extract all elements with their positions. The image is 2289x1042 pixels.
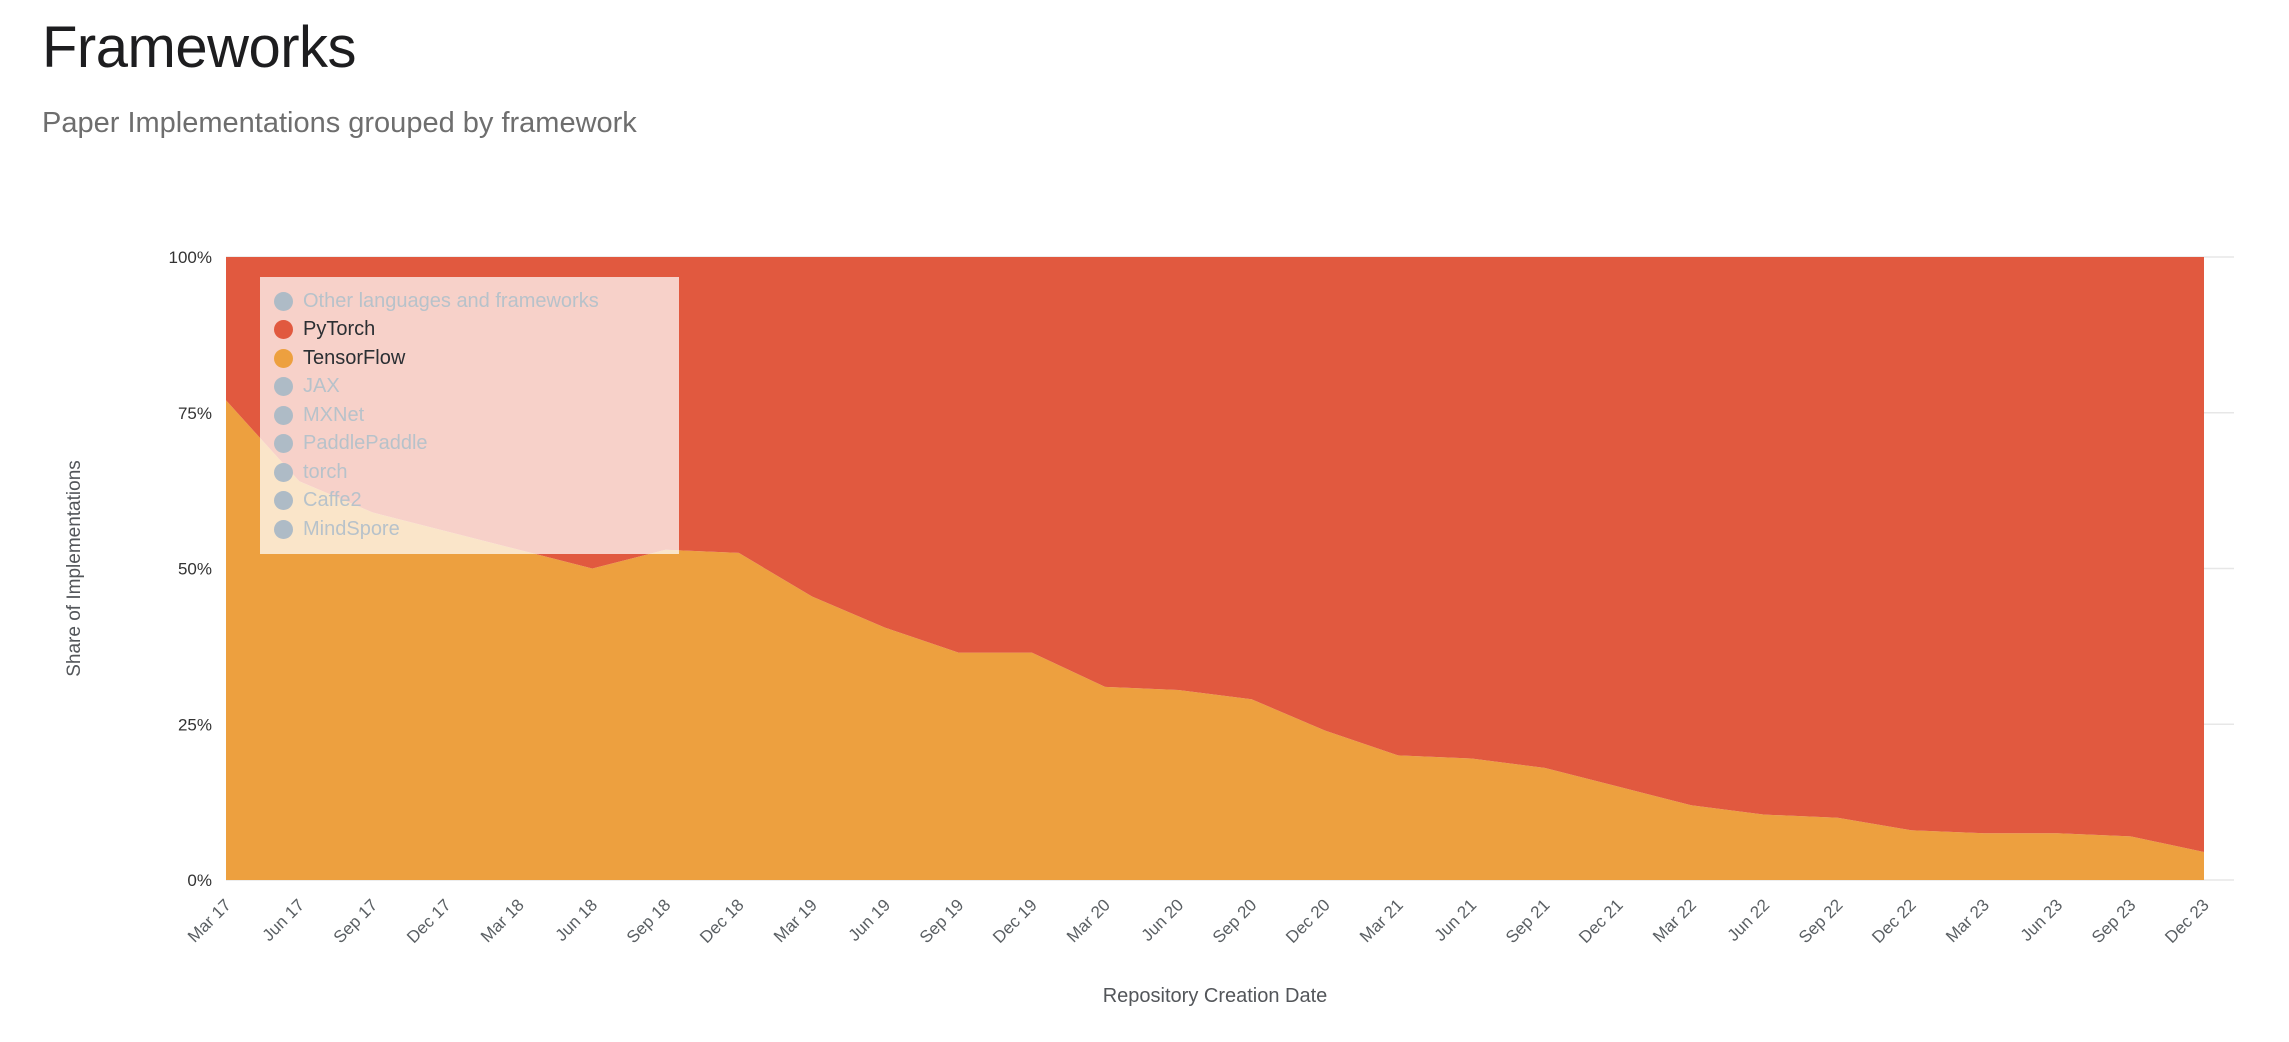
legend-label: torch bbox=[303, 460, 348, 483]
legend-dot-other-languages-and-frameworks bbox=[274, 291, 293, 311]
x-tick-label: Dec 19 bbox=[989, 895, 1041, 947]
legend-dot-tensorflow bbox=[274, 348, 293, 368]
legend-item-mindspore[interactable]: MindSpore bbox=[274, 515, 665, 544]
legend-dot-jax bbox=[274, 377, 293, 397]
x-tick-label: Sep 23 bbox=[2088, 895, 2140, 947]
x-tick-label: Mar 20 bbox=[1063, 895, 1114, 946]
x-tick-label: Sep 22 bbox=[1795, 895, 1847, 947]
legend-item-jax[interactable]: JAX bbox=[274, 373, 665, 402]
x-axis-title: Repository Creation Date bbox=[1103, 985, 1328, 1007]
x-tick-label: Mar 23 bbox=[1942, 895, 1993, 946]
x-tick-label: Dec 22 bbox=[1868, 895, 1920, 947]
y-tick-label: 50% bbox=[178, 560, 212, 579]
legend-item-mxnet[interactable]: MXNet bbox=[274, 401, 665, 430]
x-tick-label: Jun 19 bbox=[845, 895, 895, 945]
legend-label: JAX bbox=[303, 375, 340, 398]
y-axis-title: Share of Implementations bbox=[64, 460, 85, 677]
legend-item-torch[interactable]: torch bbox=[274, 458, 665, 487]
legend-label: Other languages and frameworks bbox=[303, 289, 599, 312]
x-tick-label: Jun 22 bbox=[1724, 895, 1774, 945]
legend-label: MXNet bbox=[303, 403, 365, 426]
x-tick-label: Sep 18 bbox=[623, 895, 675, 947]
x-tick-label: Dec 17 bbox=[403, 895, 455, 947]
x-tick-label: Sep 17 bbox=[330, 895, 382, 947]
x-tick-label: Mar 18 bbox=[477, 895, 528, 946]
legend-item-caffe2[interactable]: Caffe2 bbox=[274, 487, 665, 516]
page-title: Frameworks bbox=[42, 15, 357, 80]
legend-label: MindSpore bbox=[303, 517, 400, 540]
legend-dot-paddlepaddle bbox=[274, 434, 293, 454]
x-tick-label: Jun 17 bbox=[259, 895, 309, 945]
x-tick-label: Sep 20 bbox=[1209, 895, 1261, 947]
x-tick-label: Sep 21 bbox=[1502, 895, 1554, 947]
x-tick-label: Mar 19 bbox=[770, 895, 821, 946]
x-tick-label: Jun 18 bbox=[552, 895, 602, 945]
legend-item-other-languages-and-frameworks[interactable]: Other languages and frameworks bbox=[274, 287, 665, 316]
legend-label: PaddlePaddle bbox=[303, 432, 428, 455]
area-tensorflow[interactable] bbox=[226, 400, 2204, 880]
area-pytorch[interactable] bbox=[226, 257, 2204, 852]
y-tick-label: 75% bbox=[178, 404, 212, 423]
x-tick-label: Sep 19 bbox=[916, 895, 968, 947]
legend-dot-caffe2 bbox=[274, 491, 293, 511]
legend-dot-mxnet bbox=[274, 405, 293, 425]
y-tick-label: 0% bbox=[187, 871, 212, 890]
x-tick-label: Jun 20 bbox=[1138, 895, 1188, 945]
legend-item-tensorflow[interactable]: TensorFlow bbox=[274, 344, 665, 373]
legend-dot-mindspore bbox=[274, 519, 293, 539]
page-subtitle: Paper Implementations grouped by framewo… bbox=[42, 107, 637, 139]
x-tick-label: Jun 23 bbox=[2017, 895, 2067, 945]
page-header: Frameworks Paper Implementations grouped… bbox=[42, 14, 637, 140]
x-tick-label: Dec 21 bbox=[1575, 895, 1627, 947]
legend-item-paddlepaddle[interactable]: PaddlePaddle bbox=[274, 430, 665, 459]
legend-dot-torch bbox=[274, 462, 293, 482]
legend-item-pytorch[interactable]: PyTorch bbox=[274, 316, 665, 345]
x-tick-label: Jun 21 bbox=[1431, 895, 1481, 945]
legend-dot-pytorch bbox=[274, 320, 293, 340]
x-tick-label: Dec 18 bbox=[696, 895, 748, 947]
x-tick-label: Mar 22 bbox=[1649, 895, 1700, 946]
chart-legend: Other languages and frameworks PyTorch Ten… bbox=[260, 277, 679, 554]
y-tick-label: 25% bbox=[178, 715, 212, 734]
x-tick-label: Dec 20 bbox=[1282, 895, 1334, 947]
x-tick-label: Mar 17 bbox=[184, 895, 235, 946]
legend-label: TensorFlow bbox=[303, 346, 406, 369]
x-tick-label: Dec 23 bbox=[2161, 895, 2213, 947]
y-tick-label: 100% bbox=[169, 248, 212, 267]
x-tick-label: Mar 21 bbox=[1356, 895, 1407, 946]
legend-label: PyTorch bbox=[303, 318, 376, 341]
legend-label: Caffe2 bbox=[303, 489, 362, 512]
